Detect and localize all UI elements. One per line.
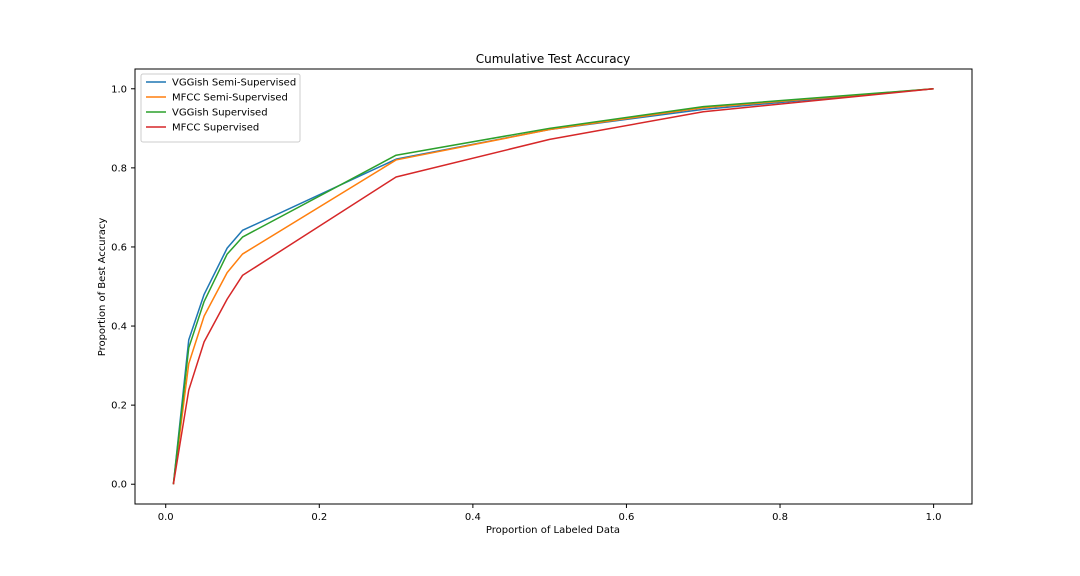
legend-label: MFCC Supervised [172, 123, 259, 134]
legend-label: MFCC Semi-Supervised [172, 93, 288, 104]
series-line-mfcc-semi-supervised [172, 88, 934, 485]
x-tick-label: 0.2 [311, 512, 327, 523]
x-tick-label: 0.6 [618, 512, 634, 523]
legend-box [140, 73, 301, 143]
y-tick-label: 1.0 [111, 84, 127, 95]
x-tick-label: 0.8 [772, 512, 788, 523]
x-axis: 0.0 0.2 0.4 0.6 0.8 1.0 [158, 504, 942, 523]
y-tick-label: 0.8 [111, 163, 127, 174]
series-lines [172, 88, 934, 485]
series-line-mfcc-supervised [172, 88, 934, 485]
x-tick-label: 0.0 [158, 512, 174, 523]
y-axis: 0.0 0.2 0.4 0.6 0.8 1.0 [111, 84, 135, 491]
legend: VGGish Semi-Supervised MFCC Semi-Supervis… [140, 73, 301, 143]
y-tick-label: 0.0 [111, 480, 127, 491]
y-axis-label: Proportion of Best Accuracy [97, 218, 108, 357]
legend-label: VGGish Supervised [172, 108, 268, 119]
series-line-vggish-supervised [172, 88, 934, 485]
y-tick-label: 0.4 [111, 322, 127, 333]
legend-label: VGGish Semi-Supervised [172, 78, 296, 89]
y-tick-label: 0.2 [111, 401, 127, 412]
x-tick-label: 0.4 [465, 512, 481, 523]
plot-frame [134, 68, 973, 505]
y-tick-label: 0.6 [111, 242, 127, 253]
x-tick-label: 1.0 [926, 512, 942, 523]
series-line-vggish-semi-supervised [172, 88, 934, 485]
x-axis-label: Proportion of Labeled Data [486, 525, 620, 536]
chart-title: Cumulative Test Accuracy [476, 52, 631, 66]
